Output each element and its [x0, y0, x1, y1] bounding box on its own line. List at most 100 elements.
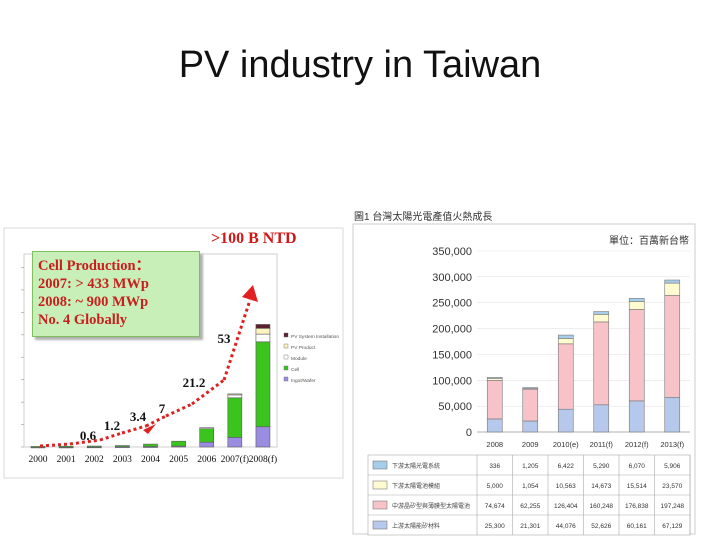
bar-module	[628, 301, 645, 310]
growth-arrow-head	[242, 285, 258, 302]
value-label: 21.2	[183, 375, 206, 390]
legend-swatch	[283, 376, 289, 382]
table-cell: 14,673	[591, 483, 611, 490]
legend-swatch	[283, 343, 289, 349]
callout-line-3: 2008: ~ 900 MWp	[38, 294, 149, 310]
bar-module	[255, 333, 271, 343]
legend-label: PV Product	[291, 345, 316, 351]
value-label: 1.2	[104, 418, 120, 433]
bar-cell	[199, 428, 215, 443]
x-tick-label: 2008(f)	[249, 454, 278, 465]
x-tick-label: 2005	[169, 455, 188, 465]
bar-system	[522, 387, 539, 389]
table-row-label: 中游晶矽型與薄膜型太陽電池	[392, 502, 470, 510]
callout-line-4: No. 4 Globally	[38, 312, 128, 328]
table-cell: 62,255	[520, 503, 540, 510]
bar-system	[255, 324, 271, 329]
table-cell: 176,838	[625, 503, 649, 510]
value-label: 53	[218, 331, 232, 346]
table-cell: 10,563	[556, 483, 576, 490]
bar-cell	[86, 445, 102, 448]
x-tick-label: 2000	[29, 455, 48, 465]
growth-arrow-segment	[165, 402, 193, 418]
growth-arrow-segment	[99, 431, 123, 442]
bar-cell	[171, 440, 186, 447]
bar-cell	[557, 343, 574, 410]
cell-production-callout: Cell Production： 2007: > 433 MWp 2008: ~…	[32, 251, 200, 337]
growth-arrow-segment	[69, 438, 101, 446]
table-row-swatch	[372, 500, 388, 510]
bar-material	[522, 420, 539, 433]
bar-product	[255, 328, 271, 335]
table-cell: 5,290	[593, 463, 610, 470]
bar-system	[628, 297, 645, 302]
legend-swatch	[283, 354, 289, 360]
bar-ingot	[255, 426, 271, 448]
table-cell: 336	[489, 463, 500, 470]
table-row-swatch	[372, 520, 388, 530]
table-cell: 25,300	[485, 523, 505, 530]
table-cell: 74,674	[485, 503, 505, 510]
bar-module	[593, 314, 610, 323]
x-tick-label: 2011(f)	[590, 440, 614, 449]
table-cell: 1,205	[522, 463, 539, 470]
y-tick-label: 100,000	[432, 375, 472, 387]
bar-system	[664, 279, 681, 284]
x-tick-label: 2013(f)	[660, 440, 684, 449]
legend-label: PV System Installation	[291, 334, 339, 340]
value-label: 0.6	[80, 428, 97, 443]
growth-arrow-segment	[191, 378, 225, 406]
table-cell: 5,906	[664, 463, 681, 470]
y-tick-label: 350,000	[432, 246, 472, 258]
bar-material	[664, 396, 681, 433]
bar-cell	[115, 445, 130, 448]
table-cell: 21,301	[520, 523, 540, 530]
small-arrow-head	[143, 424, 156, 434]
table-cell: 197,248	[661, 503, 685, 510]
table-cell: 1,054	[522, 483, 539, 490]
bar-product	[227, 393, 243, 396]
bar-cell	[255, 341, 271, 428]
bar-module	[199, 427, 215, 430]
table-cell: 15,514	[627, 483, 647, 490]
bar-cell	[486, 379, 503, 420]
y-tick-label: 250,000	[432, 298, 472, 310]
x-tick-label: 2010(e)	[553, 440, 579, 449]
bar-cell	[593, 321, 610, 406]
bar-system	[486, 377, 503, 379]
table-cell: 126,404	[554, 503, 578, 510]
bar-module	[664, 282, 681, 296]
bar-system	[557, 334, 574, 339]
y-tick-label: 50,000	[438, 401, 472, 413]
y-tick-label: 200,000	[432, 324, 472, 336]
growth-arrow-segment	[39, 442, 71, 448]
value-label: 7	[159, 401, 166, 416]
bar-module	[557, 338, 574, 345]
table-row-swatch	[372, 480, 388, 490]
legend-label: Module	[291, 356, 307, 362]
table-cell: 6,070	[629, 463, 646, 470]
growth-arrow-segment	[145, 414, 167, 428]
slide-title: PV industry in Taiwan	[178, 44, 542, 86]
x-tick-label: 2012(f)	[625, 440, 649, 449]
table-cell: 60,161	[627, 523, 647, 530]
legend-label: Ingot/Wafer	[291, 378, 316, 384]
bar-system	[593, 311, 610, 315]
callout-line-2: 2007: > 433 MWp	[38, 276, 149, 292]
bar-cell	[628, 309, 645, 402]
bar-material	[628, 400, 645, 433]
legend-swatch	[283, 365, 289, 371]
x-tick-label: 2002	[85, 455, 104, 465]
x-tick-label: 2009	[522, 440, 539, 449]
table-cell: 52,626	[591, 523, 611, 530]
table-row-label: 下游太陽光電系統	[392, 462, 440, 470]
table-row-swatch	[372, 460, 388, 470]
y-tick-label: 300,000	[432, 272, 472, 284]
x-tick-label: 2008	[486, 440, 503, 449]
legend-swatch	[283, 332, 289, 338]
x-tick-label: 2004	[141, 455, 160, 465]
bar-module	[227, 394, 243, 399]
table-cell: 5,000	[487, 483, 504, 490]
bar-material	[593, 404, 610, 433]
legend-label: Cell	[291, 367, 299, 373]
